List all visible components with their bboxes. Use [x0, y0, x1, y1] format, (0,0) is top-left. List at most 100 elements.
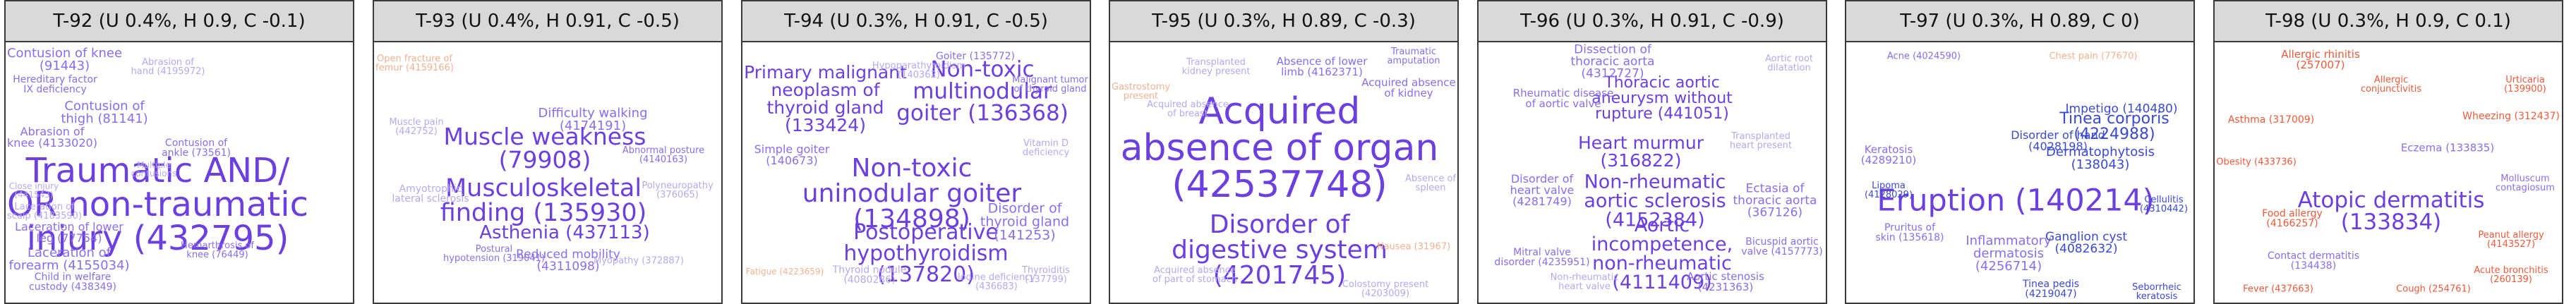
cloud-term: Postural hypotension (319041): [443, 244, 545, 264]
cloud-term: Keratosis (4289210): [1860, 143, 1917, 166]
cloud-term: Atopic dermatitis (133834): [2297, 188, 2485, 235]
cloud-term: Myopathy (372887): [593, 255, 685, 267]
cloud-term: Fatigue (4223659): [745, 267, 824, 276]
cloud-term: Close injury (441543): [8, 181, 59, 200]
cloud-term: Seborrheic keratosis: [2132, 282, 2181, 302]
word-cloud: Muscle weakness (79908) Musculoskeletal fin…: [374, 42, 721, 303]
cloud-term: Asthenia (437113): [479, 222, 650, 243]
cloud-term: Abrasion of hand (4195972): [131, 57, 205, 77]
panel-title: T-96 (U 0.3%, H 0.91, C -0.9): [1479, 1, 1826, 42]
cloud-term: Non-rheumatic aortic sclerosis (4152384): [1584, 171, 1726, 231]
cloud-term: Gastrostomy present: [1111, 82, 1171, 102]
cloud-term: Polyneuropathy (376065): [642, 181, 714, 200]
panel-title: T-92 (U 0.4%, H 0.9, C -0.1): [6, 1, 353, 42]
cloud-term: Tinea corporis (4224988): [2059, 110, 2169, 143]
cloud-term: Amyotrophic lateral sclerosis: [392, 183, 469, 205]
cloud-term: Wheezing (312437): [2462, 111, 2560, 122]
cloud-term: Asthma (317009): [2227, 114, 2315, 126]
cloud-term: Simple goiter (140673): [754, 142, 830, 167]
cloud-term: Disorder of heart valve (4281749): [1510, 172, 1575, 208]
cloud-term: Postoperative hypothyroidism (137820): [843, 220, 1009, 287]
cloud-term: Eruption (140214): [1877, 183, 2155, 219]
cloud-term: Impetigo (140480): [2065, 102, 2178, 116]
cloud-term: Disorder of thyroid gland (141253): [980, 200, 1070, 243]
cloud-term: Aortic root dilatation: [1764, 54, 1814, 73]
cloud-term: Traumatic amputation: [1387, 47, 1440, 66]
cloud-term: Hemarthrosis of knee (76449): [181, 241, 254, 260]
cloud-term: Hypoparathyroidism (140362): [872, 61, 966, 80]
cloud-term: Mitral valve disorder (4235951): [1494, 247, 1590, 268]
word-cloud-panel: T-96 (U 0.3%, H 0.91, C -0.9) Aortic incom…: [1477, 0, 1827, 304]
cloud-term: Eczema (133835): [2400, 141, 2495, 154]
cloud-term: Transplanted heart present: [1729, 131, 1793, 151]
cloud-term: Laceration of forearm (4155034): [8, 245, 130, 273]
cloud-term: Abrasion of knee (4133020): [7, 125, 97, 150]
cloud-term: Acute bronchitis (260139): [2474, 265, 2548, 285]
cloud-term: Colostomy present (4203009): [1342, 279, 1429, 299]
cloud-term: Muscle pain (442752): [389, 117, 444, 137]
cloud-term: Cellulitis (4310442): [2139, 195, 2189, 214]
cloud-term: Tinea pedis (4219047): [2022, 279, 2080, 300]
panel-title: T-98 (U 0.3%, H 0.9, C 0.1): [2215, 1, 2562, 42]
cloud-term: Thoracic aortic aneurysm without rupture (…: [1591, 74, 1733, 123]
word-cloud-panel: T-94 (U 0.3%, H 0.91, C -0.5) Non-toxic un…: [741, 0, 1091, 304]
cloud-term: Bicuspid aortic valve (4157773): [1741, 236, 1823, 257]
cloud-term: Disorder of hand (4028198): [2011, 128, 2105, 153]
cloud-term: Peanut allergy (4143527): [2478, 230, 2544, 250]
cloud-term: Food allergy (4166257): [2262, 208, 2323, 229]
cloud-term: Malignant tumor of thyroid gland: [1012, 75, 1088, 95]
cloud-term: Allergic conjunctivitis: [2360, 75, 2422, 95]
cloud-term: Laceration of lower leg (77754): [15, 220, 124, 245]
cloud-term: Aortic stenosis (4231363): [1687, 270, 1764, 293]
cloud-term: Hereditary factor IX deficiency: [13, 74, 97, 95]
cloud-term: Molluscum contagiosum: [2496, 174, 2555, 193]
panel-title: T-97 (U 0.3%, H 0.89, C 0): [1846, 1, 2193, 42]
cloud-term: Acne (4024590): [1886, 51, 1961, 62]
cloud-term: Acquired absence of part of stomach: [1152, 265, 1237, 285]
cloud-term: Multiple contusions: [131, 160, 177, 178]
cloud-term: Abnormal posture (4140163): [622, 145, 705, 165]
cloud-term: Lipoma (4128029): [1864, 181, 1913, 200]
cloud-term: Non-toxic uninodular goiter (134898): [802, 154, 1022, 233]
word-cloud: Traumatic AND/OR non-traumatic injury (43…: [6, 42, 353, 303]
cloud-term: Inflammatory dermatosis (4256714): [1966, 233, 2052, 274]
cloud-term: Chest pain (77670): [2049, 51, 2138, 62]
panel-title: T-94 (U 0.3%, H 0.91, C -0.5): [742, 1, 1090, 42]
panel-title: T-93 (U 0.4%, H 0.91, C -0.5): [374, 1, 721, 42]
cloud-term: Rheumatic disease of aortic valve: [1512, 87, 1614, 110]
cloud-term: Laceration of scalp (4183590): [7, 202, 82, 221]
cloud-term: Primary malignant neoplasm of thyroid glan…: [744, 62, 907, 135]
word-cloud-panel: T-93 (U 0.4%, H 0.91, C -0.5) Muscle weak…: [373, 0, 723, 304]
cloud-term: Dissection of thoracic aorta (4312727): [1570, 42, 1655, 80]
cloud-term: Urticaria (139900): [2504, 75, 2546, 95]
cloud-term: Acquired absence of organ (42537748): [1120, 90, 1439, 206]
cloud-term: Ectasia of thoracic aorta (367126): [1733, 181, 1817, 220]
cloud-term: Heart murmur (316822): [1577, 133, 1704, 171]
word-cloud: Eruption (140214) Tinea corporis (4224988)…: [1846, 42, 2193, 303]
panel-title: T-95 (U 0.3%, H 0.89, C -0.3): [1110, 1, 1457, 42]
cloud-term: Open fracture of femur (4159166): [375, 54, 454, 73]
cloud-term: Contact dermatitis (134438): [2267, 250, 2360, 272]
cloud-term: Traumatic AND/OR non-traumatic injury (43…: [6, 151, 309, 258]
cloud-term: Cough (254761): [2396, 284, 2471, 295]
cloud-term: Aortic incompetence, non-rheumatic (4111409…: [1591, 214, 1733, 293]
cloud-term: Non-rheumatic heart valve: [1550, 272, 1619, 292]
cloud-term: Contusion of ankle (73561): [162, 138, 231, 159]
cloud-term: Contusion of thigh (81141): [61, 99, 148, 126]
word-cloud-panel: T-97 (U 0.3%, H 0.89, C 0) Eruption (1402…: [1845, 0, 2195, 304]
cloud-term: Thyroid nodule (4080286): [832, 265, 907, 286]
cloud-term: Transplanted kidney present: [1181, 57, 1251, 77]
cloud-term: Disorder of digestive system (4201745): [1172, 210, 1388, 290]
cloud-term: Thyroiditis (137799): [1022, 265, 1070, 285]
word-cloud-panel: T-98 (U 0.3%, H 0.9, C 0.1) Atopic dermat…: [2213, 0, 2563, 304]
cloud-term: Difficulty walking (4174191): [538, 106, 648, 133]
cloud-term: Ganglion cyst (4082632): [2045, 230, 2128, 256]
word-cloud: Aortic incompetence, non-rheumatic (4111409…: [1479, 42, 1826, 303]
cloud-term: Absence of lower limb (4162371): [1276, 55, 1368, 78]
cloud-term: Obesity (433736): [2216, 157, 2297, 168]
cloud-term: Nausea (31967): [1376, 241, 1451, 253]
word-cloud-panel: T-92 (U 0.4%, H 0.9, C -0.1) Traumatic AN…: [4, 0, 354, 304]
cloud-term: Dermatophytosis (138043): [2046, 145, 2155, 172]
